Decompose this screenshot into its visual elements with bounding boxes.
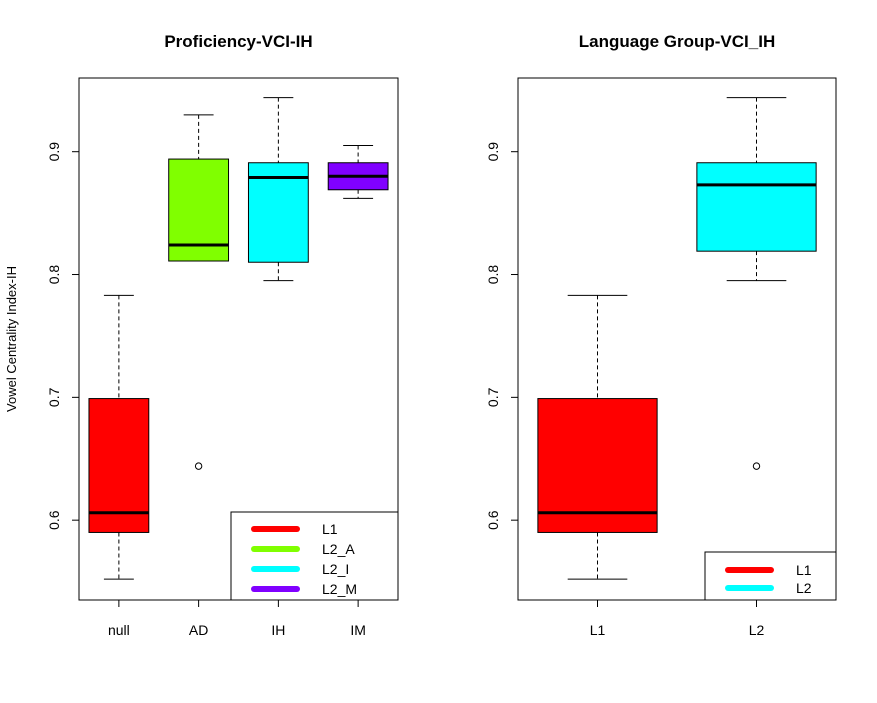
x-tick-label: null (108, 622, 130, 638)
chart-title-2: Language Group-VCI_IH (579, 32, 775, 51)
legend-label: L2 (796, 580, 812, 596)
legend-label: L2_A (322, 541, 355, 557)
legend-label: L1 (322, 521, 338, 537)
box-L2 (696, 162, 817, 252)
legend-label: L2_I (322, 561, 349, 577)
legend-label: L1 (796, 562, 812, 578)
y-tick-label: 0.6 (485, 510, 501, 530)
box-L1 (537, 398, 658, 533)
y-tick-label: 0.7 (46, 387, 62, 407)
x-tick-label: L2 (749, 622, 765, 638)
y-tick-label: 0.9 (485, 142, 501, 162)
box-null (88, 398, 150, 533)
x-tick-label: L1 (590, 622, 606, 638)
x-tick-label: AD (189, 622, 208, 638)
chart-title-1: Proficiency-VCI-IH (164, 32, 312, 51)
legend-box-2 (704, 551, 837, 601)
y-tick-label: 0.9 (46, 142, 62, 162)
x-tick-label: IH (271, 622, 285, 638)
x-tick-label: IM (350, 622, 366, 638)
outlier-point (194, 462, 203, 470)
y-axis-label: Vowel Centrality Index-IH (4, 266, 19, 412)
y-tick-label: 0.7 (485, 387, 501, 407)
y-tick-label: 0.8 (485, 265, 501, 285)
legend-label: L2_M (322, 581, 357, 597)
box-IH (247, 162, 309, 263)
outlier-point (752, 462, 761, 470)
y-tick-label: 0.8 (46, 265, 62, 285)
y-tick-label: 0.6 (46, 510, 62, 530)
